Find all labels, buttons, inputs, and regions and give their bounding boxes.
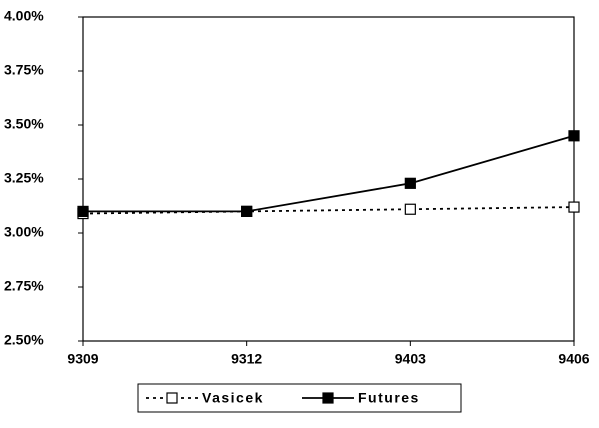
marker [77, 205, 89, 217]
x-tick-label: 9309 [67, 351, 98, 367]
marker [568, 130, 580, 142]
marker [241, 205, 253, 217]
marker [568, 201, 580, 213]
marker [404, 177, 416, 189]
y-tick-label: 3.50% [4, 116, 44, 132]
x-tick-label: 9403 [395, 351, 426, 367]
legend-marker [322, 392, 334, 404]
y-tick-label: 2.75% [4, 278, 44, 294]
y-tick-label: 3.25% [4, 170, 44, 186]
legend-box [137, 383, 462, 413]
x-tick-label: 9312 [231, 351, 262, 367]
y-tick-label: 3.75% [4, 62, 44, 78]
y-tick-label: 3.00% [4, 224, 44, 240]
legend-label: Futures [358, 390, 420, 406]
y-tick-label: 2.50% [4, 332, 44, 348]
plot-area [82, 16, 575, 342]
legend-label: Vasicek [202, 390, 264, 406]
series-line [82, 206, 575, 215]
marker [404, 203, 416, 215]
x-tick-label: 9406 [558, 351, 589, 367]
series-line [83, 134, 575, 213]
legend-marker [166, 392, 178, 404]
y-tick-label: 4.00% [4, 8, 44, 24]
